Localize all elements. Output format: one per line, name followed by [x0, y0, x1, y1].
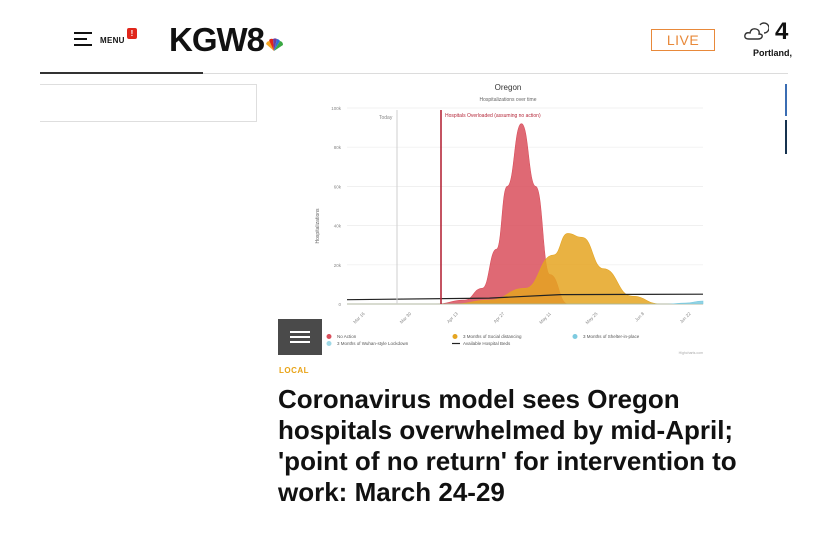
- y-tick-label: 0: [338, 302, 341, 307]
- legend-swatch: [452, 334, 458, 339]
- x-tick-label: Jun 22: [679, 311, 692, 324]
- x-tick-label: Apr 27: [493, 311, 506, 324]
- weather-city[interactable]: Portland,: [753, 48, 793, 58]
- menu-label: MENU: [100, 36, 125, 45]
- y-tick-label: 80k: [334, 145, 342, 150]
- live-button[interactable]: LIVE: [651, 29, 715, 51]
- nav-active-underline: [40, 72, 203, 74]
- legend-label: Available Hospital Beds: [463, 341, 511, 346]
- x-tick-label: May 25: [585, 311, 599, 325]
- x-tick-label: Mar 30: [399, 311, 413, 325]
- x-tick-label: Jun 8: [634, 311, 646, 323]
- chart-series: [346, 123, 704, 305]
- series-line-hospital-beds: [346, 293, 704, 301]
- x-tick-label: Apr 13: [446, 311, 459, 324]
- y-tick-label: 40k: [334, 224, 342, 229]
- chart-credit: Highcharts.com: [679, 351, 703, 355]
- chart-title: Oregon: [495, 83, 522, 92]
- hamburger-icon: [74, 32, 92, 46]
- x-axis-ticks: Mar 16 Mar 30 Apr 13 Apr 27 May 11 May 25 Jun …: [352, 311, 692, 325]
- section-tag[interactable]: LOCAL: [279, 366, 310, 375]
- chart-legend: No Action 3 Months of Social distancing 3 …: [326, 334, 640, 346]
- notification-badge: !: [127, 28, 137, 39]
- y-tick-label: 100k: [331, 106, 342, 111]
- legend-swatch: [326, 334, 332, 339]
- article-menu-icon[interactable]: [278, 319, 322, 355]
- article-headline[interactable]: Coronavirus model sees Oregon hospitals …: [278, 384, 737, 507]
- legend-label: 3 Months of Social distancing: [463, 334, 522, 339]
- legend-label: 3 Months of Wuhan-style Lockdown: [337, 341, 409, 346]
- y-tick-label: 60k: [334, 184, 342, 189]
- menu-button[interactable]: MENU !: [70, 28, 140, 54]
- x-tick-label: Mar 16: [352, 311, 366, 325]
- site-header: MENU ! KGW8 LIVE 4 Portland,: [0, 0, 828, 74]
- legend-swatch: [572, 334, 578, 339]
- chart-subtitle: Hospitalizations over time: [480, 97, 537, 103]
- legend-label: No Action: [337, 334, 357, 339]
- x-tick-label: May 11: [538, 311, 552, 325]
- sidebar-search-box[interactable]: [40, 84, 257, 122]
- series-area-no-action: [347, 123, 703, 305]
- temperature[interactable]: 4: [775, 18, 789, 45]
- series-area-3-months-of-shelter-in-place: [347, 300, 704, 305]
- overloaded-label: Hospitals Overloaded (assuming no action…: [445, 113, 541, 119]
- legend-label: 3 Months of Shelter-in-place: [583, 334, 640, 339]
- scroll-indicator-thumb[interactable]: [785, 120, 787, 154]
- site-logo[interactable]: KGW8: [169, 21, 265, 58]
- legend-swatch: [326, 341, 332, 346]
- hospitalization-chart: Oregon Hospitalizations over time Hospit…: [305, 76, 715, 358]
- nbc-peacock-icon: [266, 38, 284, 51]
- today-label: Today: [379, 115, 393, 121]
- y-axis-label: Hospitalizations: [315, 208, 321, 244]
- header-divider: [203, 73, 788, 74]
- y-tick-label: 20k: [334, 263, 342, 268]
- partly-cloudy-icon[interactable]: [743, 22, 769, 42]
- series-area-3-months-of-social-distancing: [347, 233, 703, 305]
- scroll-indicator: [785, 84, 787, 116]
